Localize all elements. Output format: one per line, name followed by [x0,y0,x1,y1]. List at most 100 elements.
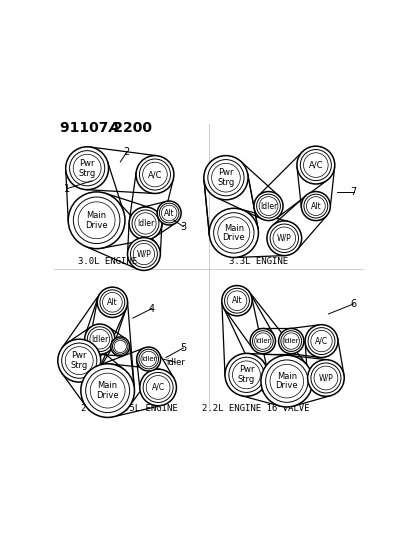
Circle shape [70,151,105,186]
Circle shape [306,197,325,215]
Circle shape [161,205,177,221]
Circle shape [132,210,159,237]
Circle shape [85,324,115,354]
Circle shape [214,213,254,253]
Circle shape [279,328,304,354]
Circle shape [58,339,101,382]
Circle shape [140,159,171,190]
Circle shape [229,357,264,392]
Circle shape [111,337,130,356]
Circle shape [267,221,302,256]
Circle shape [250,328,276,354]
Circle shape [266,360,308,402]
Circle shape [103,293,122,312]
Circle shape [159,203,179,223]
Text: Idler: Idler [255,338,271,344]
Circle shape [129,207,162,240]
Circle shape [304,194,328,218]
Circle shape [314,366,338,390]
Circle shape [85,369,130,413]
Text: A/C: A/C [309,160,323,169]
Circle shape [137,347,161,371]
Circle shape [143,162,167,187]
Circle shape [311,330,332,352]
Text: Alt: Alt [232,296,242,305]
Circle shape [283,333,300,349]
Text: Pwr
Strg: Pwr Strg [79,159,96,177]
Text: 2.2L & 2.5L ENGINE: 2.2L & 2.5L ENGINE [81,403,178,413]
Circle shape [65,346,93,375]
Text: Idler: Idler [284,338,299,344]
Text: Idler: Idler [260,201,277,211]
Circle shape [90,373,125,408]
Text: 91107 2200: 91107 2200 [60,121,152,135]
Circle shape [301,191,330,221]
Circle shape [68,192,125,249]
Circle shape [78,202,115,239]
Circle shape [62,343,97,378]
Circle shape [66,147,109,190]
Circle shape [146,376,170,399]
Circle shape [133,244,155,265]
Text: A/C: A/C [315,336,328,345]
Circle shape [88,327,112,352]
Circle shape [141,351,156,367]
Text: 3.0L ENGINE: 3.0L ENGINE [78,257,137,266]
Text: W/P: W/P [319,374,333,383]
Circle shape [218,217,250,249]
Circle shape [232,361,260,389]
Text: idler: idler [166,358,185,367]
Text: A: A [109,121,120,135]
Text: 1: 1 [63,184,70,193]
Circle shape [259,197,278,215]
Circle shape [222,286,252,316]
Text: Main
Drive: Main Drive [85,211,108,230]
Circle shape [308,360,344,396]
Text: 2.2L ENGINE 16 VALVE: 2.2L ENGINE 16 VALVE [202,403,310,413]
Text: 5: 5 [180,343,186,353]
Text: Alt: Alt [107,298,118,307]
Circle shape [227,291,247,311]
Circle shape [254,191,283,221]
Circle shape [270,224,298,253]
Circle shape [139,349,158,369]
Text: Idler: Idler [91,335,108,344]
Circle shape [273,227,295,249]
Circle shape [308,328,335,354]
Text: 3: 3 [180,222,186,231]
Text: Pwr
Strg: Pwr Strg [238,366,255,384]
Text: 3.3L ENGINE: 3.3L ENGINE [230,257,289,266]
Text: Main
Drive: Main Drive [276,372,298,391]
Circle shape [81,364,134,417]
Text: A/C: A/C [148,170,162,179]
Circle shape [140,369,176,406]
Circle shape [257,194,280,218]
Text: Pwr
Strg: Pwr Strg [71,351,88,370]
Text: 6: 6 [350,299,357,309]
Circle shape [73,154,101,182]
Circle shape [209,208,258,257]
Circle shape [143,373,173,402]
Circle shape [281,331,302,351]
Circle shape [261,356,313,407]
Text: W/P: W/P [137,249,151,259]
Text: A/C: A/C [151,383,165,392]
Text: 2: 2 [123,148,130,157]
Text: Alt: Alt [164,208,175,217]
Text: Idler: Idler [141,356,156,362]
Circle shape [90,329,109,349]
Circle shape [270,365,304,398]
Circle shape [131,240,158,268]
Circle shape [225,288,249,313]
Circle shape [297,146,335,184]
Circle shape [114,340,127,353]
Circle shape [100,290,125,314]
Circle shape [304,153,328,177]
Circle shape [73,197,120,244]
Circle shape [305,325,338,358]
Circle shape [311,363,341,393]
Circle shape [300,150,331,181]
Text: 7: 7 [350,187,357,197]
Text: 4: 4 [149,304,155,313]
Circle shape [255,333,271,349]
